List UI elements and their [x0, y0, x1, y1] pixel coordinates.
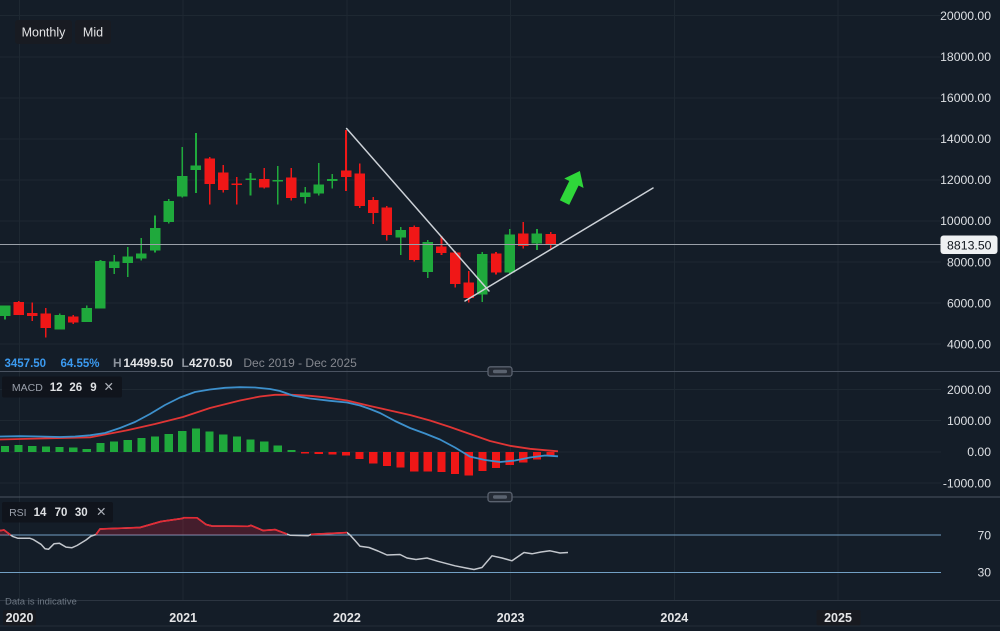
svg-text:RSI: RSI — [9, 507, 27, 519]
svg-text:16000.00: 16000.00 — [940, 91, 991, 105]
svg-text:✕: ✕ — [104, 380, 114, 394]
svg-text:30: 30 — [977, 566, 991, 580]
svg-text:Monthly: Monthly — [22, 26, 67, 40]
svg-text:14: 14 — [34, 507, 47, 519]
svg-text:26: 26 — [69, 382, 82, 394]
svg-text:2021: 2021 — [169, 611, 197, 625]
svg-text:Data is indicative: Data is indicative — [5, 597, 77, 608]
svg-text:0.00: 0.00 — [967, 445, 991, 459]
svg-text:30: 30 — [75, 507, 88, 519]
svg-text:70: 70 — [977, 529, 991, 543]
svg-text:Mid: Mid — [83, 26, 103, 40]
svg-text:MACD: MACD — [12, 382, 43, 394]
svg-text:18000.00: 18000.00 — [940, 50, 991, 64]
svg-text:2023: 2023 — [497, 611, 525, 625]
svg-text:1000.00: 1000.00 — [947, 414, 991, 428]
svg-text:L: L — [182, 356, 189, 370]
svg-text:2025: 2025 — [824, 611, 852, 625]
svg-text:20000.00: 20000.00 — [940, 9, 991, 23]
svg-text:Dec 2019 - Dec 2025: Dec 2019 - Dec 2025 — [243, 356, 357, 370]
svg-text:14000.00: 14000.00 — [940, 132, 991, 146]
svg-text:-1000.00: -1000.00 — [943, 476, 991, 490]
svg-text:6000.00: 6000.00 — [947, 296, 991, 310]
svg-text:2020: 2020 — [6, 611, 34, 625]
svg-text:12: 12 — [50, 382, 63, 394]
svg-text:4270.50: 4270.50 — [189, 356, 233, 370]
svg-text:14499.50: 14499.50 — [123, 356, 173, 370]
svg-text:3457.50: 3457.50 — [5, 358, 47, 370]
svg-text:2022: 2022 — [333, 611, 361, 625]
svg-text:64.55%: 64.55% — [61, 358, 100, 370]
svg-text:70: 70 — [55, 507, 68, 519]
svg-text:H: H — [113, 356, 122, 370]
svg-text:12000.00: 12000.00 — [940, 173, 991, 187]
svg-text:9: 9 — [90, 382, 96, 394]
svg-text:2000.00: 2000.00 — [947, 383, 991, 397]
svg-text:8000.00: 8000.00 — [947, 255, 991, 269]
svg-text:2024: 2024 — [660, 611, 688, 625]
svg-text:4000.00: 4000.00 — [947, 337, 991, 351]
svg-text:✕: ✕ — [96, 505, 106, 519]
svg-text:8813.50: 8813.50 — [947, 238, 992, 252]
svg-text:10000.00: 10000.00 — [940, 214, 991, 228]
